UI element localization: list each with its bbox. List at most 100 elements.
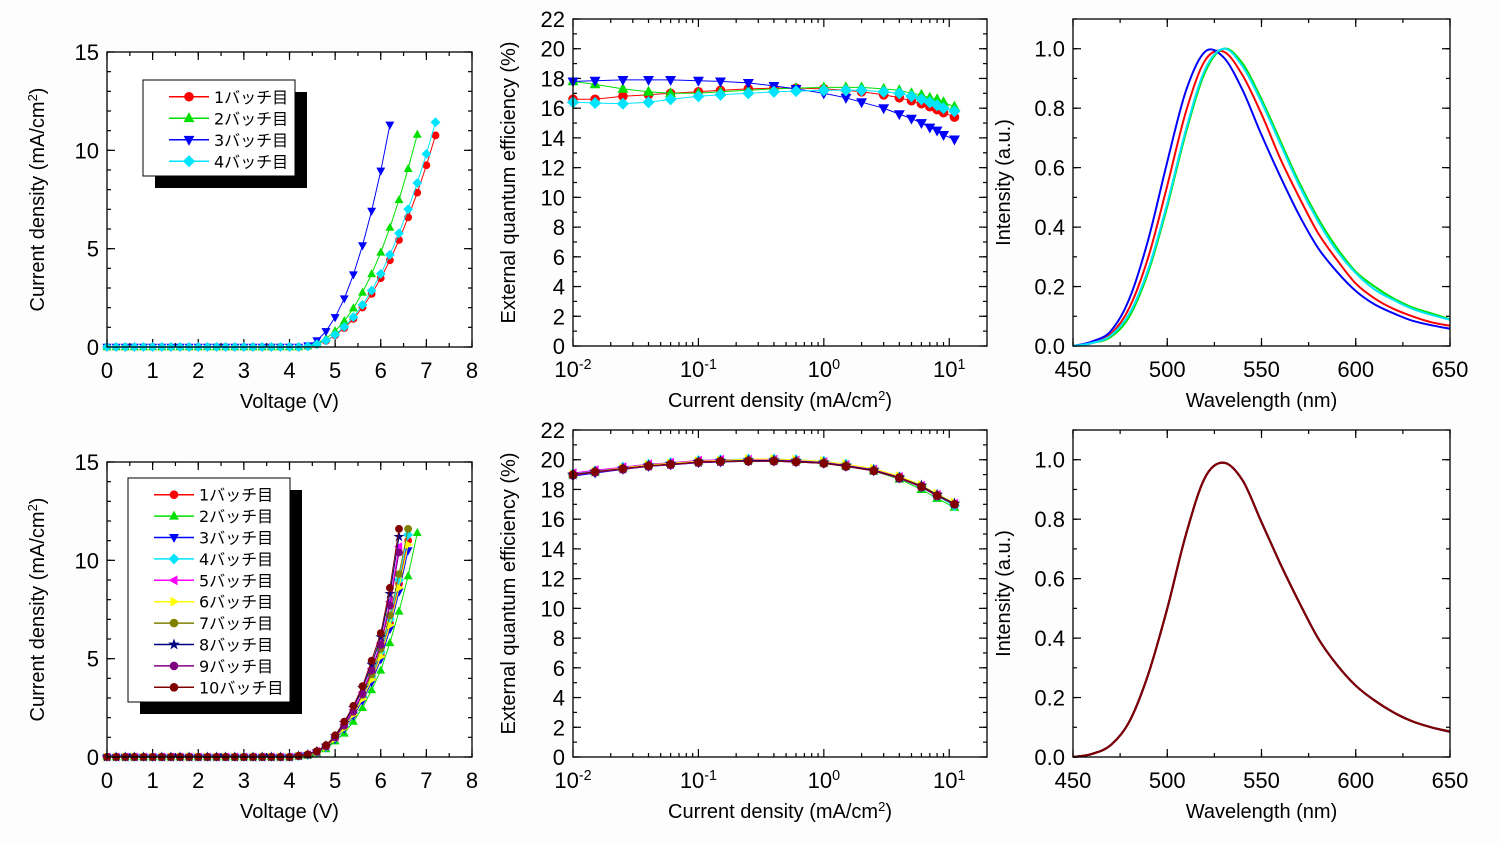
y-tick-label: 20 — [541, 37, 565, 62]
y-tick-label: 1.0 — [1034, 37, 1065, 62]
y-tick-label: 0.8 — [1034, 507, 1065, 532]
y-tick-label: 1.0 — [1034, 448, 1065, 473]
x-tick-label: 4 — [283, 768, 295, 793]
x-tick-label: 550 — [1243, 357, 1280, 382]
x-tick-label: 600 — [1337, 768, 1374, 793]
data-point — [430, 117, 441, 128]
data-point — [403, 529, 414, 540]
data-point — [817, 84, 830, 97]
legend: 1バッチ目 2バッチ目 3バッチ目 4バッチ目 — [142, 79, 307, 188]
x-tick-label: 101 — [933, 768, 965, 793]
y-tick-label: 12 — [541, 567, 565, 592]
legend-label: 4バッチ目 — [199, 550, 273, 569]
x-tick-label: 550 — [1243, 768, 1280, 793]
x-tick-label: 2 — [192, 358, 204, 383]
y-tick-label: 10 — [75, 548, 99, 573]
data-point — [791, 457, 801, 467]
x-tick-label: 0 — [101, 768, 113, 793]
y-tick-label: 0 — [553, 334, 565, 359]
chart-panel-1: 0 1 2 3 4 5 6 7 8 0 5 10 15 Voltage (V) Current densit… — [25, 40, 479, 413]
data-point — [855, 84, 868, 97]
y-tick-label: 4 — [553, 686, 565, 711]
data-point — [367, 656, 376, 665]
data-point — [394, 228, 404, 239]
x-tick-label: 450 — [1055, 768, 1092, 793]
plot-area — [573, 430, 987, 757]
y-tick-label: 5 — [87, 237, 99, 262]
x-tick-label: 101 — [933, 357, 965, 382]
axes-frame — [1072, 18, 1451, 347]
y-tick-label: 2 — [553, 715, 565, 740]
legend-entry: 3バッチ目 — [154, 529, 273, 548]
y-tick-label: 14 — [541, 126, 565, 151]
y-tick-label: 15 — [75, 40, 99, 65]
data-point — [877, 85, 890, 98]
legend-marker — [182, 155, 196, 168]
y-tick-label: 0.2 — [1034, 686, 1065, 711]
data-point — [385, 222, 395, 231]
y-tick-label: 0.2 — [1034, 275, 1065, 300]
data-point — [403, 547, 413, 556]
x-axis-label: Wavelength (nm) — [1186, 801, 1338, 823]
data-point — [666, 459, 675, 469]
legend-marker — [183, 135, 195, 146]
legend-marker — [168, 553, 180, 565]
data-point — [395, 548, 403, 557]
data-point — [917, 482, 926, 491]
y-tick-label: 2 — [553, 304, 565, 329]
data-point — [664, 93, 677, 106]
data-point — [393, 531, 405, 542]
data-point — [742, 87, 755, 100]
x-tick-label: 450 — [1055, 357, 1092, 382]
legend-entry: 2バッチ目 — [154, 507, 273, 526]
axes-frame — [1072, 429, 1451, 758]
data-point — [878, 104, 890, 115]
y-axis-label: External quantum efficiency (%) — [498, 42, 520, 324]
data-point — [375, 268, 386, 279]
legend-label: 7バッチ目 — [199, 614, 273, 633]
legend-entry: 1バッチ目 — [169, 88, 288, 107]
y-tick-label: 0.4 — [1034, 215, 1065, 240]
legend-label: 2バッチ目 — [214, 109, 288, 128]
legend-label: 6バッチ目 — [199, 593, 273, 612]
data-point — [357, 287, 368, 296]
y-tick-label: 0.0 — [1034, 745, 1065, 770]
data-point — [923, 96, 936, 109]
y-tick-label: 22 — [541, 418, 565, 443]
data-point — [357, 299, 368, 310]
chart-panel-5: 10-2 10-1 100 101 0 2 4 6 8 10 12 14 16 18 20 22 Current… — [498, 418, 988, 823]
x-tick-label: 650 — [1432, 768, 1469, 793]
legend-marker — [169, 510, 179, 520]
data-point — [330, 329, 341, 340]
legend-marker — [169, 661, 179, 671]
x-tick-label: 3 — [238, 358, 250, 383]
legend-label: 1バッチ目 — [199, 486, 273, 505]
plot-area — [573, 19, 987, 346]
legend-entry: 9バッチ目 — [154, 657, 273, 676]
data-point — [357, 702, 368, 712]
data-point — [321, 328, 331, 337]
data-point — [692, 90, 705, 103]
data-point — [617, 82, 629, 93]
legend-marker — [169, 490, 179, 500]
data-point — [716, 456, 725, 466]
series-line — [1072, 47, 1451, 347]
data-point — [348, 303, 358, 312]
legend-label: 3バッチ目 — [214, 131, 288, 150]
data-point — [590, 467, 600, 476]
data-point — [769, 456, 779, 466]
x-tick-label: 1 — [147, 358, 159, 383]
data-point — [395, 524, 403, 533]
series-line — [1072, 49, 1451, 347]
legend-entry: 8バッチ目 — [154, 636, 273, 655]
x-tick-label: 8 — [466, 768, 478, 793]
legend-label: 9バッチ目 — [199, 657, 273, 676]
data-point — [915, 119, 927, 130]
series-3 — [1072, 48, 1451, 347]
x-tick-label: 3 — [238, 768, 250, 793]
x-tick-label: 650 — [1432, 357, 1469, 382]
data-point — [895, 473, 904, 482]
data-point — [394, 194, 404, 204]
y-tick-label: 4 — [553, 275, 565, 300]
x-axis-label: Voltage (V) — [240, 801, 339, 823]
